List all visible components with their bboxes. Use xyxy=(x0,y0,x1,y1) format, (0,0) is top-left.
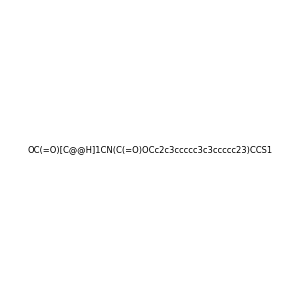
Text: OC(=O)[C@@H]1CN(C(=O)OCc2c3ccccc3c3ccccc23)CCS1: OC(=O)[C@@H]1CN(C(=O)OCc2c3ccccc3c3ccccc… xyxy=(27,146,273,154)
